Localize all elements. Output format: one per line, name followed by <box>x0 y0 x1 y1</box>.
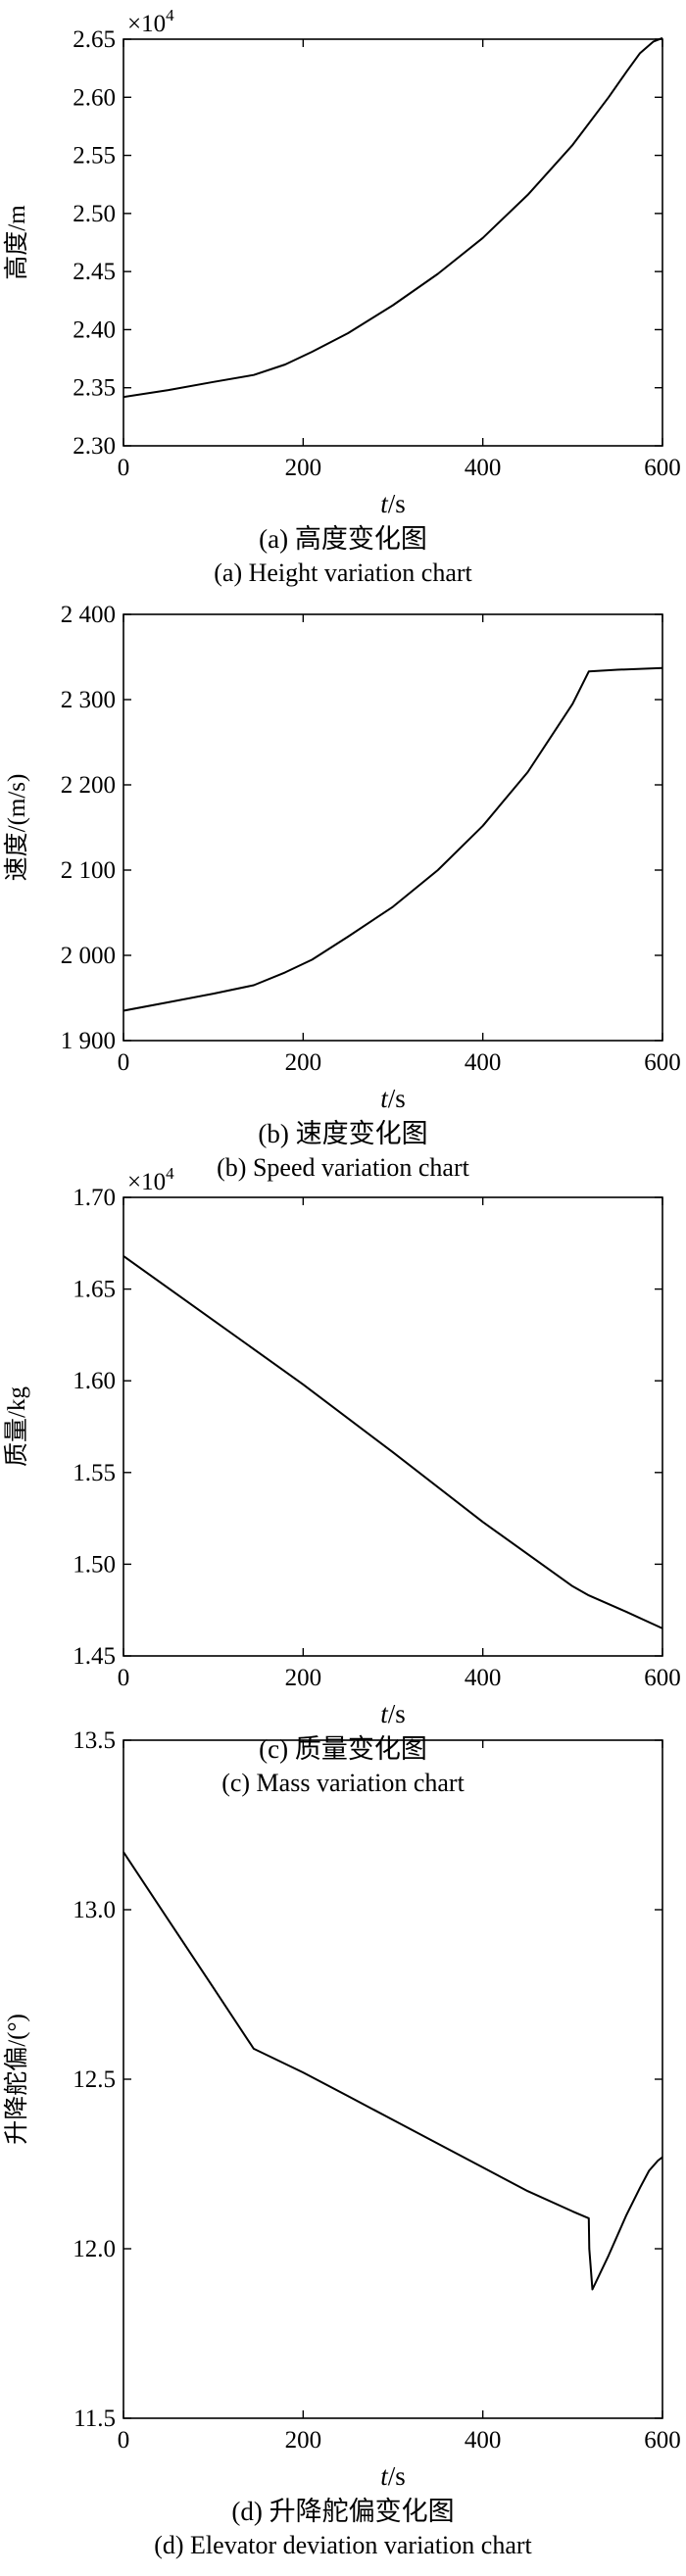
x-axis-unit: /s <box>388 489 406 518</box>
caption-en: (c) Mass variation chart <box>221 1769 465 1797</box>
y-tick-label: 1.50 <box>73 1551 116 1578</box>
x-axis-unit: /s <box>388 1084 406 1113</box>
x-axis-label: t/s <box>380 1084 406 1113</box>
y-tick-label: 1.70 <box>73 1185 116 1211</box>
plot-frame <box>122 1196 663 1657</box>
caption-cn: (b) 速度变化图 <box>258 1119 427 1148</box>
y-tick-label: 1.55 <box>73 1460 116 1486</box>
y-axis-label: 高度/m <box>3 205 30 280</box>
series-line <box>122 666 663 1012</box>
x-axis-label: t/s <box>380 489 406 518</box>
y-axis-label: 速度/(m/s) <box>3 774 30 882</box>
x-axis-variable: t <box>380 489 389 518</box>
x-tick-label: 200 <box>285 2427 322 2454</box>
y-multiplier: ×104 <box>127 1164 174 1195</box>
x-axis-variable: t <box>380 2461 389 2491</box>
y-tick-label: 2.45 <box>73 259 116 285</box>
y-tick-label: 13.0 <box>73 1897 116 1923</box>
caption-cn: (a) 高度变化图 <box>259 524 427 554</box>
series-line <box>122 1255 663 1629</box>
x-tick-label: 0 <box>118 1049 130 1076</box>
y-tick-label: 2.60 <box>73 84 116 111</box>
x-tick-label: 0 <box>118 1665 130 1691</box>
x-tick-label: 400 <box>465 1665 502 1691</box>
x-tick-label: 200 <box>285 455 322 481</box>
x-axis-variable: t <box>380 1699 389 1728</box>
y-multiplier-exponent: 4 <box>166 6 174 24</box>
plot-frame <box>122 1739 663 2419</box>
plot-frame <box>122 613 663 1042</box>
caption-cn: (d) 升降舵偏变化图 <box>231 2497 454 2526</box>
x-axis-unit: /s <box>388 1699 406 1728</box>
chart-3: 0 200 400 600 1.45 1.50 1.55 1.60 1.65 1.70 ×104 质量… <box>3 1164 681 1797</box>
y-tick-label: 11.5 <box>74 2406 116 2432</box>
y-tick-label: 12.5 <box>73 2066 116 2093</box>
y-multiplier-base: ×10 <box>127 11 166 37</box>
x-axis-unit: /s <box>388 2461 406 2491</box>
y-axis-label: 质量/kg <box>3 1386 30 1467</box>
y-tick-label: 1.45 <box>73 1643 116 1670</box>
x-axis-variable: t <box>380 1084 389 1113</box>
x-tick-label: 400 <box>465 1049 502 1076</box>
caption-cn: (c) 质量变化图 <box>259 1734 427 1764</box>
y-tick-label: 2 200 <box>61 772 116 799</box>
chart-1: 0 200 400 600 2.30 2.35 2.40 2.45 2.50 2.55 2.60 2.… <box>3 6 681 587</box>
x-tick-label: 600 <box>644 455 681 481</box>
x-tick-label: 600 <box>644 2427 681 2454</box>
x-tick-label: 400 <box>465 2427 502 2454</box>
caption-en: (a) Height variation chart <box>214 559 472 587</box>
x-tick-label: 0 <box>118 2427 130 2454</box>
y-tick-label: 1.65 <box>73 1277 116 1303</box>
x-tick-label: 600 <box>644 1665 681 1691</box>
series-line <box>122 36 663 399</box>
y-tick-label: 2.55 <box>73 143 116 170</box>
y-tick-label: 2 300 <box>61 687 116 713</box>
y-tick-label: 2.30 <box>73 433 116 460</box>
y-tick-label: 2 400 <box>61 602 116 628</box>
y-multiplier-exponent: 4 <box>166 1164 174 1183</box>
x-tick-label: 0 <box>118 455 130 481</box>
chart-4: 0 200 400 600 11.5 12.0 12.5 13.0 13.5 升降舵偏/(°) t/… <box>3 1727 681 2559</box>
x-tick-label: 200 <box>285 1665 322 1691</box>
y-tick-label: 2.50 <box>73 201 116 227</box>
caption-en: (b) Speed variation chart <box>217 1153 470 1182</box>
x-tick-label: 200 <box>285 1049 322 1076</box>
y-tick-label: 12.0 <box>73 2236 116 2262</box>
plot-frame <box>122 38 663 447</box>
y-tick-label: 2 000 <box>61 943 116 969</box>
y-multiplier: ×104 <box>127 6 174 37</box>
x-tick-label: 400 <box>465 455 502 481</box>
series-line <box>122 1851 663 2291</box>
y-tick-label: 1.60 <box>73 1368 116 1394</box>
caption-en: (d) Elevator deviation variation chart <box>154 2531 532 2559</box>
x-axis-label: t/s <box>380 1699 406 1728</box>
y-tick-label: 1 900 <box>61 1028 116 1054</box>
y-multiplier-base: ×10 <box>127 1169 166 1195</box>
x-tick-label: 600 <box>644 1049 681 1076</box>
y-tick-label: 2.40 <box>73 316 116 343</box>
y-tick-label: 2.65 <box>73 26 116 53</box>
y-axis-label: 升降舵偏/(°) <box>3 2014 30 2145</box>
y-tick-label: 2 100 <box>61 857 116 884</box>
chart-2: 0 200 400 600 1 900 2 000 2 100 2 200 2 300 2 400… <box>3 602 681 1182</box>
y-tick-label: 2.35 <box>73 375 116 402</box>
y-tick-label: 13.5 <box>73 1727 116 1754</box>
x-axis-label: t/s <box>380 2461 406 2491</box>
